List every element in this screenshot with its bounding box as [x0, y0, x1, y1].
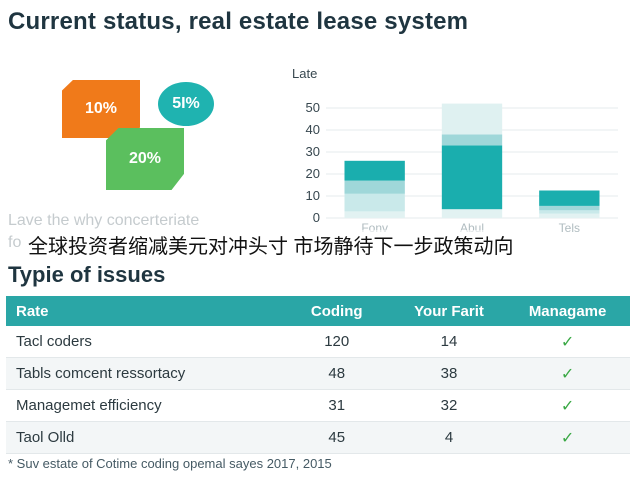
- check-icon: ✓: [505, 357, 630, 390]
- overlay-caption: 全球投资者缩减美元对冲头寸 市场静待下一步政策动向: [28, 230, 514, 259]
- y-tick-label: 20: [306, 166, 320, 181]
- badge-label: 10%: [84, 100, 118, 117]
- percent-shapes: 10% 5I% 20%: [0, 60, 280, 220]
- y-axis-label: Late: [292, 66, 317, 81]
- column-header: Your Farit: [414, 302, 484, 320]
- bar-segment: [441, 209, 503, 218]
- table-row: Managemet efficiency 31 32 ✓: [6, 389, 630, 422]
- x-tick-label: Tels: [559, 221, 580, 235]
- bar-segment: [441, 134, 503, 146]
- row-coding: 45: [280, 421, 393, 454]
- row-name: Taol Olld: [6, 421, 281, 454]
- y-tick-label: 50: [306, 100, 320, 115]
- column-header: Managame: [528, 302, 607, 320]
- faded-caption-2: fo: [8, 234, 22, 251]
- bar-segment: [344, 211, 405, 218]
- bar-segment: [441, 103, 503, 135]
- check-icon: ✓: [505, 421, 630, 454]
- footnote: * Suv estate of Cotime coding opemal say…: [8, 456, 332, 471]
- table-header-row: Rate Coding Your Farit Managame: [6, 296, 630, 326]
- row-coding: 31: [280, 389, 393, 422]
- row-your: 32: [392, 389, 506, 422]
- y-tick-label: 30: [306, 144, 320, 159]
- issues-table: Rate Coding Your Farit Managame Tacl cod…: [6, 296, 630, 454]
- page-title: Current status, real estate lease system: [8, 8, 469, 35]
- row-coding: 48: [280, 357, 393, 390]
- bar-segment: [441, 145, 503, 210]
- issues-heading: Typie of issues: [8, 262, 166, 287]
- row-name: Tabls comcent ressortacy: [6, 357, 281, 390]
- y-tick-label: 10: [306, 188, 320, 203]
- column-header: Coding: [310, 302, 363, 320]
- bar-segment: [539, 190, 600, 206]
- y-tick-label: 40: [306, 122, 320, 137]
- row-name: Tacl coders: [6, 326, 281, 358]
- faded-caption: Lave the why concerteriate: [8, 212, 200, 229]
- orange-hexagon-badge: 10%: [62, 80, 140, 138]
- stacked-bar-chart: Late 0 10 20 30 40 50 Fonv Abul Tels: [286, 64, 626, 235]
- bar-segment: [344, 160, 405, 181]
- y-tick-label: 0: [313, 210, 320, 225]
- badge-label: 20%: [128, 150, 162, 167]
- row-your: 14: [392, 326, 506, 358]
- badge-label: 5I%: [172, 95, 200, 112]
- bar-segment: [539, 205, 600, 211]
- row-coding: 120: [280, 326, 393, 358]
- row-name: Managemet efficiency: [6, 389, 281, 422]
- row-your: 4: [392, 421, 506, 454]
- table-row: Tabls comcent ressortacy 48 38 ✓: [6, 357, 630, 390]
- check-icon: ✓: [505, 389, 630, 422]
- check-icon: ✓: [505, 326, 630, 358]
- table-row: Tacl coders 120 14 ✓: [6, 326, 630, 358]
- bar-segment: [539, 213, 600, 218]
- bar-segment: [344, 180, 405, 194]
- column-header: Rate: [16, 302, 49, 320]
- teal-circle-badge: 5I%: [158, 82, 214, 126]
- green-hexagon-badge: 20%: [106, 128, 184, 190]
- bar-segment: [539, 210, 600, 214]
- table-row: Taol Olld 45 4 ✓: [6, 421, 630, 454]
- bar-segment: [344, 193, 405, 212]
- row-your: 38: [392, 357, 506, 390]
